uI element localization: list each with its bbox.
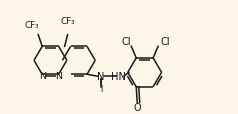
Text: Cl: Cl [121,37,131,47]
Text: N: N [97,72,105,82]
Text: CF₃: CF₃ [60,17,75,26]
Text: N: N [55,71,62,80]
Text: CF₃: CF₃ [25,21,40,30]
Text: HN: HN [111,72,126,82]
Text: O: O [134,102,142,112]
Text: Cl: Cl [160,37,170,47]
Text: I: I [100,85,102,94]
Text: N: N [39,71,46,80]
